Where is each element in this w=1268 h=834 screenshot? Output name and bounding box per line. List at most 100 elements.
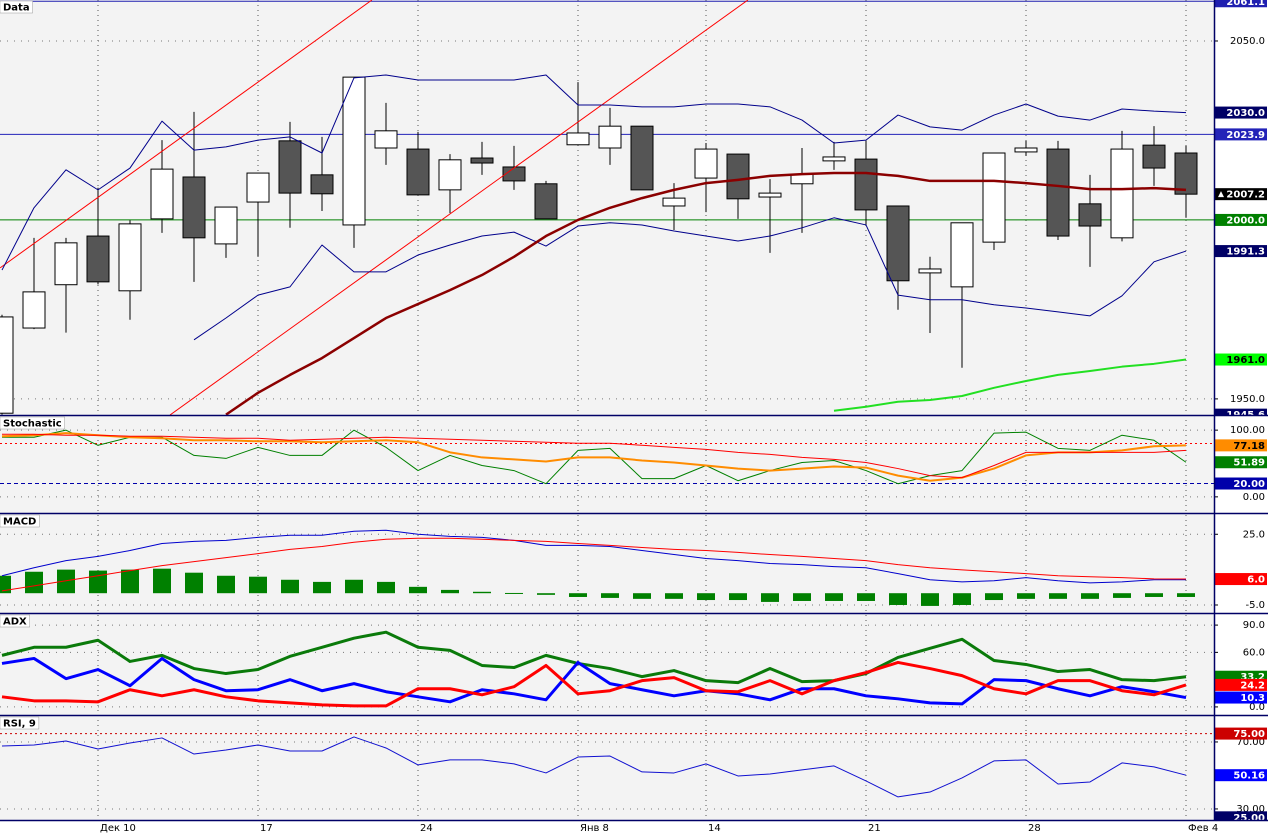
histogram-bar xyxy=(537,593,555,595)
histogram-bar xyxy=(633,593,651,599)
x-tick-label: Дек 10 xyxy=(100,823,136,834)
histogram-bar xyxy=(281,579,299,594)
x-tick-label: 21 xyxy=(868,823,881,834)
x-tick-label: 17 xyxy=(260,823,273,834)
y-tick-label: 30.00 xyxy=(1236,804,1265,815)
value-tag-label: 20.00 xyxy=(1233,479,1265,490)
candle-body xyxy=(1078,203,1102,227)
value-tag xyxy=(1215,477,1267,490)
candle-body xyxy=(758,192,782,198)
panel-title: RSI, 9 xyxy=(3,719,36,730)
series-line xyxy=(1,537,1187,592)
y-tick-label: 60.0 xyxy=(1243,647,1265,658)
candle-body xyxy=(950,222,974,288)
candle-body xyxy=(886,205,910,282)
value-tag-label: 10.3 xyxy=(1240,693,1265,704)
series-line xyxy=(833,358,1187,412)
candle-body xyxy=(54,242,78,286)
histogram-bar xyxy=(921,593,939,606)
candle-body xyxy=(438,159,462,191)
y-tick-label: 25.0 xyxy=(1243,529,1265,540)
candle-body xyxy=(22,291,46,329)
histogram-bar xyxy=(1017,593,1035,599)
candle-body xyxy=(1014,147,1038,153)
y-tick-label: -5.0 xyxy=(1245,600,1265,611)
series-line xyxy=(193,217,1187,341)
histogram-bar xyxy=(1081,593,1099,599)
histogram-bar xyxy=(889,593,907,605)
histogram-bar xyxy=(793,593,811,601)
value-tag-label: 1991.3 xyxy=(1226,247,1265,258)
candle-body xyxy=(534,183,558,220)
histogram-bar xyxy=(89,570,107,594)
value-tag-label: 50.16 xyxy=(1233,771,1265,782)
series-line xyxy=(2,429,1187,485)
candle-body xyxy=(150,168,174,220)
candle-body xyxy=(598,125,622,149)
value-tag xyxy=(1215,213,1267,226)
histogram-bar xyxy=(953,593,971,605)
series-line xyxy=(1,656,1187,706)
value-tag xyxy=(1215,353,1267,366)
histogram-bar xyxy=(1113,593,1131,598)
y-tick-label: 100.00 xyxy=(1230,425,1265,436)
value-tag-label: 77.18 xyxy=(1233,441,1265,452)
value-tag-label: 51.89 xyxy=(1233,458,1265,469)
tag-arrow xyxy=(1218,191,1224,198)
histogram-bar xyxy=(377,581,395,594)
value-tag-label: 33.2 xyxy=(1240,672,1265,683)
value-tag xyxy=(1215,691,1267,704)
value-tag-label: 2007.2 xyxy=(1226,190,1265,201)
histogram-bar xyxy=(249,576,267,594)
series-line xyxy=(1,660,1187,708)
value-tag xyxy=(1215,727,1267,740)
candle-body xyxy=(662,197,686,207)
histogram-bar xyxy=(601,593,619,598)
series-line xyxy=(225,171,1187,415)
panel-title: MACD xyxy=(3,517,36,528)
panel-title-box xyxy=(0,614,30,628)
panel: 90.0 60.0 0.0 33.224.2 10.3 xyxy=(0,620,1267,713)
value-tag-label: 75.00 xyxy=(1233,729,1265,740)
histogram-bar xyxy=(761,593,779,602)
candle-body xyxy=(310,174,334,195)
histogram-bar xyxy=(25,571,43,594)
histogram-bar xyxy=(57,569,75,594)
candle-body xyxy=(182,176,206,239)
x-tick-label: Янв 8 xyxy=(580,823,609,834)
value-tag-label: 1961.0 xyxy=(1226,355,1265,366)
candle-body xyxy=(566,132,590,146)
histogram-bar xyxy=(985,593,1003,601)
series-line xyxy=(2,433,1187,479)
histogram-bar xyxy=(1177,593,1195,597)
candle-body xyxy=(1110,148,1134,239)
candle-body xyxy=(726,153,750,200)
value-tag xyxy=(1215,439,1267,452)
candle-body xyxy=(374,130,398,149)
value-tag-label: 2030.0 xyxy=(1226,108,1265,119)
histogram-bar xyxy=(217,575,235,594)
value-tag xyxy=(1215,456,1267,469)
panel: 25.0 -5.0 6.0 xyxy=(0,529,1267,611)
histogram-bar xyxy=(665,593,683,599)
histogram-bar xyxy=(857,593,875,601)
panel-title-box xyxy=(0,716,40,730)
series-line xyxy=(1,529,1186,584)
value-tag-label: 1945.6 xyxy=(1226,410,1265,421)
value-tag xyxy=(1215,811,1267,820)
candle-body xyxy=(1142,144,1166,169)
trend-line xyxy=(0,0,373,269)
candle-body xyxy=(118,223,142,292)
value-tag xyxy=(1215,769,1267,782)
value-tag xyxy=(1215,106,1267,119)
value-tag xyxy=(1215,0,1267,8)
panel-title-box xyxy=(0,416,65,430)
candle-body xyxy=(918,268,942,274)
candle-body xyxy=(1046,148,1070,237)
y-tick-label: 70.00 xyxy=(1236,737,1265,748)
candle-body xyxy=(406,148,430,196)
series-line xyxy=(1,736,1187,798)
value-tag-label: 6.0 xyxy=(1247,575,1265,586)
x-tick-label: 24 xyxy=(420,823,433,834)
